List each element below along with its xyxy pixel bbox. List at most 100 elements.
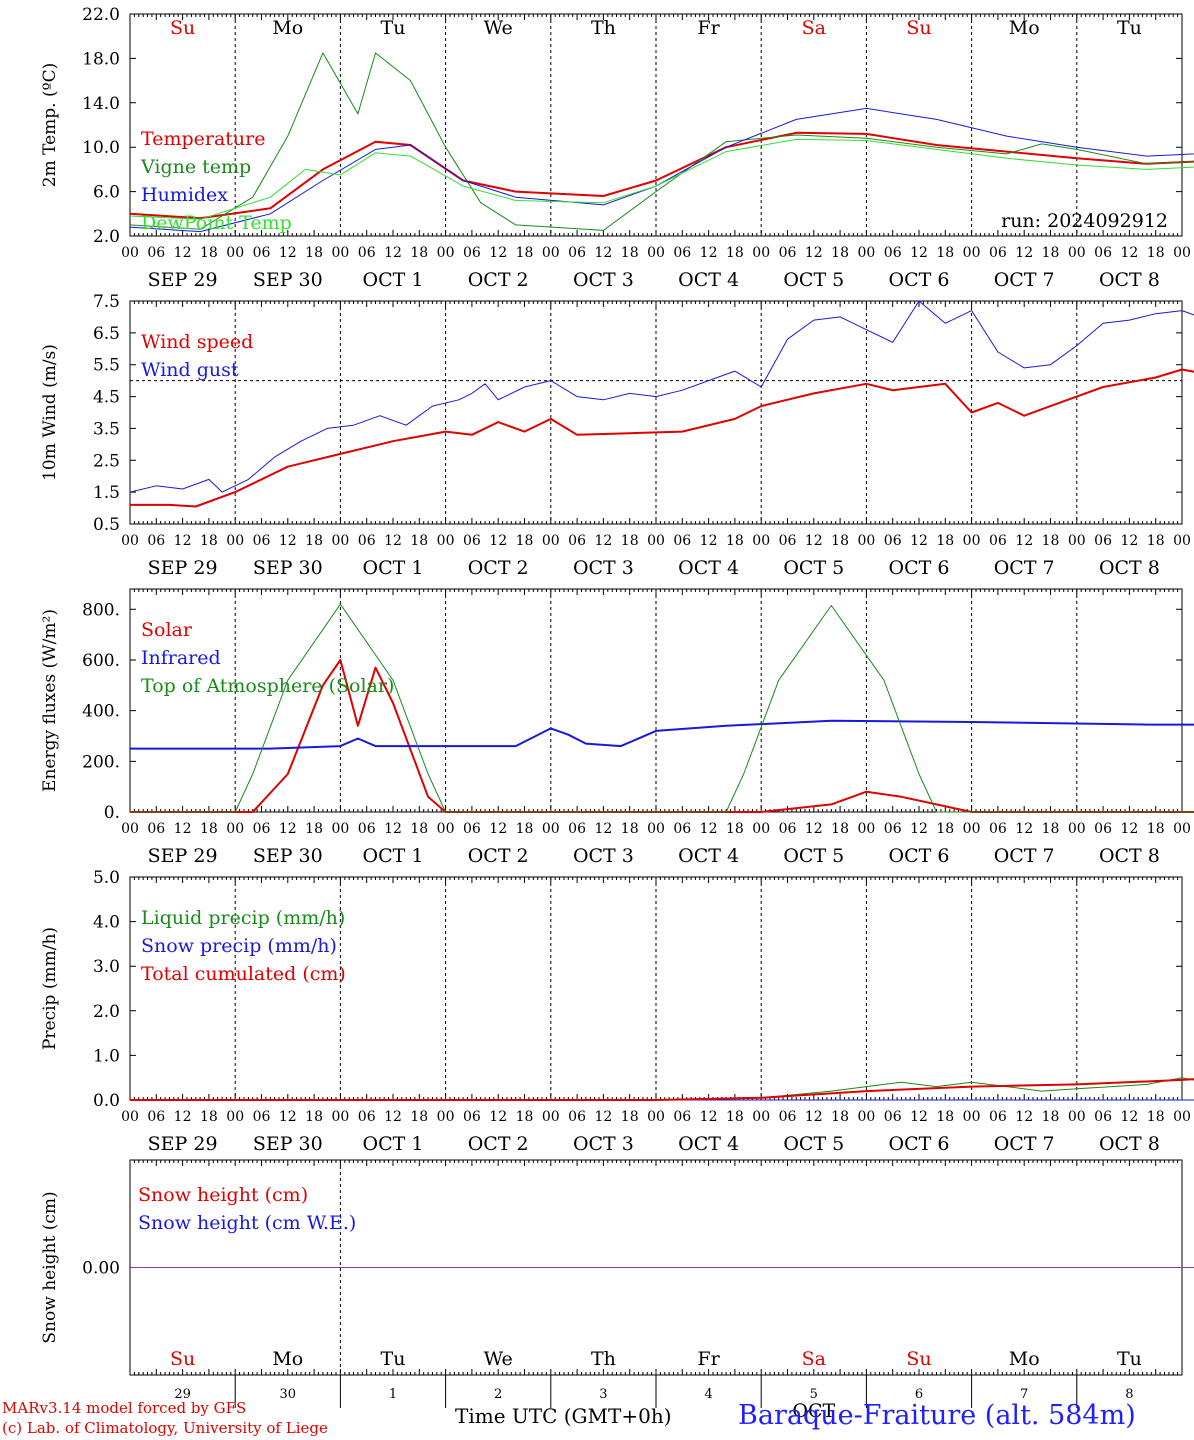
wind-y-ticks [130, 300, 1182, 525]
hour-tick-label: 06 [568, 821, 586, 837]
day-abbr-label: We [484, 17, 513, 39]
hour-tick-label: 12 [805, 533, 823, 549]
precip-legend-item: Total cumulated (cm) [141, 963, 346, 985]
hour-tick-label: 18 [726, 533, 744, 549]
hour-tick-label: 00 [226, 245, 244, 261]
day-number-label: 6 [915, 1387, 923, 1402]
hour-tick-label: 12 [174, 245, 192, 261]
temperature-hour-ticks [129, 14, 1183, 236]
energy-y-tick-label: 400. [82, 702, 120, 722]
hour-tick-label: 18 [1042, 1109, 1060, 1125]
hour-tick-label: 18 [621, 1109, 639, 1125]
energy-legend-item: Top of Atmosphere (Solar) [141, 675, 394, 697]
hour-tick-label: 06 [463, 533, 481, 549]
hour-tick-label: 06 [989, 1109, 1007, 1125]
hour-tick-label: 18 [516, 245, 534, 261]
precip-legend-item: Liquid precip (mm/h) [141, 907, 345, 929]
energy-panel: 0. 200. 400. 600. 800. Energy fluxes (W/m²) So… [40, 588, 1194, 867]
hour-tick-label: 12 [489, 533, 507, 549]
hour-tick-label: 00 [121, 1109, 139, 1125]
hour-tick-label: 00 [1068, 821, 1086, 837]
hour-tick-label: 12 [384, 1109, 402, 1125]
date-label: OCT 5 [783, 269, 844, 291]
wind-series-wind-gust [129, 300, 1194, 493]
hour-tick-label: 06 [989, 821, 1007, 837]
hour-tick-label: 00 [1173, 1109, 1191, 1125]
hour-tick-label: 00 [331, 1109, 349, 1125]
hour-tick-label: 12 [174, 1109, 192, 1125]
temperature-y-tick-label: 6.0 [93, 183, 120, 203]
hour-tick-label: 00 [542, 821, 560, 837]
day-abbr-label: Th [591, 1348, 616, 1370]
hour-tick-label: 06 [253, 245, 271, 261]
hour-tick-label: 00 [963, 533, 981, 549]
date-label: OCT 5 [783, 845, 844, 867]
snow-y-axis-label: Snow height (cm) [40, 1191, 60, 1343]
hour-tick-label: 06 [253, 821, 271, 837]
hour-tick-label: 18 [936, 533, 954, 549]
date-label: OCT 4 [678, 269, 739, 291]
date-label: OCT 4 [678, 1133, 739, 1155]
day-number-label: 7 [1020, 1387, 1028, 1402]
precip-y-tick-label: 2.0 [93, 1002, 120, 1022]
wind-y-tick-label: 1.5 [93, 483, 120, 503]
day-abbr-label: Tu [1117, 17, 1142, 39]
hour-tick-label: 06 [1094, 1109, 1112, 1125]
hour-tick-label: 00 [647, 533, 665, 549]
date-label: OCT 3 [573, 557, 634, 579]
date-label: OCT 5 [783, 557, 844, 579]
station-name: Baraque-Fraiture (alt. 584m) [738, 1400, 1136, 1431]
temperature-legend-item: Vigne temp [140, 156, 251, 178]
hour-tick-label: 12 [384, 533, 402, 549]
hour-tick-label: 18 [516, 533, 534, 549]
day-abbr-label: We [484, 1348, 513, 1370]
hour-tick-label: 12 [1015, 1109, 1033, 1125]
date-label: SEP 30 [253, 1133, 323, 1155]
hour-tick-label: 06 [884, 533, 902, 549]
precip-y-tick-label: 3.0 [93, 957, 120, 977]
hour-tick-label: 00 [437, 245, 455, 261]
date-label: OCT 2 [468, 1133, 529, 1155]
hour-tick-label: 00 [226, 533, 244, 549]
hour-tick-label: 00 [647, 821, 665, 837]
time-axis-label: Time UTC (GMT+0h) [455, 1404, 672, 1428]
hour-tick-label: 12 [594, 245, 612, 261]
hour-tick-label: 06 [779, 821, 797, 837]
date-label: OCT 1 [363, 557, 424, 579]
hour-tick-label: 18 [200, 245, 218, 261]
energy-series-solar [130, 659, 1194, 813]
hour-tick-label: 12 [594, 821, 612, 837]
energy-y-axis-label: Energy fluxes (W/m²) [40, 609, 60, 792]
hour-tick-label: 18 [831, 1109, 849, 1125]
temperature-legend-item: Temperature [141, 128, 265, 150]
hour-tick-label: 00 [752, 533, 770, 549]
hour-tick-label: 12 [174, 821, 192, 837]
day-number-label: 30 [280, 1387, 297, 1402]
hour-tick-label: 18 [410, 821, 428, 837]
hour-tick-label: 00 [226, 821, 244, 837]
precip-y-tick-label: 5.0 [93, 868, 120, 888]
precip-y-tick-label: 0.0 [93, 1091, 120, 1111]
day-abbr-label: Tu [381, 17, 406, 39]
snow-legend-item: Snow height (cm W.E.) [138, 1212, 356, 1234]
date-label: OCT 7 [994, 845, 1055, 867]
hour-tick-label: 12 [1120, 245, 1138, 261]
hour-tick-label: 06 [673, 1109, 691, 1125]
hour-tick-label: 18 [1042, 821, 1060, 837]
precip-y-axis-label: Precip (mm/h) [40, 927, 60, 1050]
hour-tick-label: 06 [1094, 821, 1112, 837]
hour-tick-label: 00 [121, 533, 139, 549]
energy-y-tick-label: 800. [82, 600, 120, 620]
hour-tick-label: 06 [568, 245, 586, 261]
hour-tick-label: 18 [1147, 1109, 1165, 1125]
hour-tick-label: 06 [989, 533, 1007, 549]
date-label: OCT 5 [783, 1133, 844, 1155]
hour-tick-label: 12 [700, 1109, 718, 1125]
hour-tick-label: 18 [831, 245, 849, 261]
hour-tick-label: 18 [621, 245, 639, 261]
hour-tick-label: 12 [489, 245, 507, 261]
hour-tick-label: 12 [910, 821, 928, 837]
wind-frame [129, 300, 1183, 525]
date-label: OCT 8 [1099, 1133, 1160, 1155]
day-abbr-label: Mo [1009, 17, 1040, 39]
